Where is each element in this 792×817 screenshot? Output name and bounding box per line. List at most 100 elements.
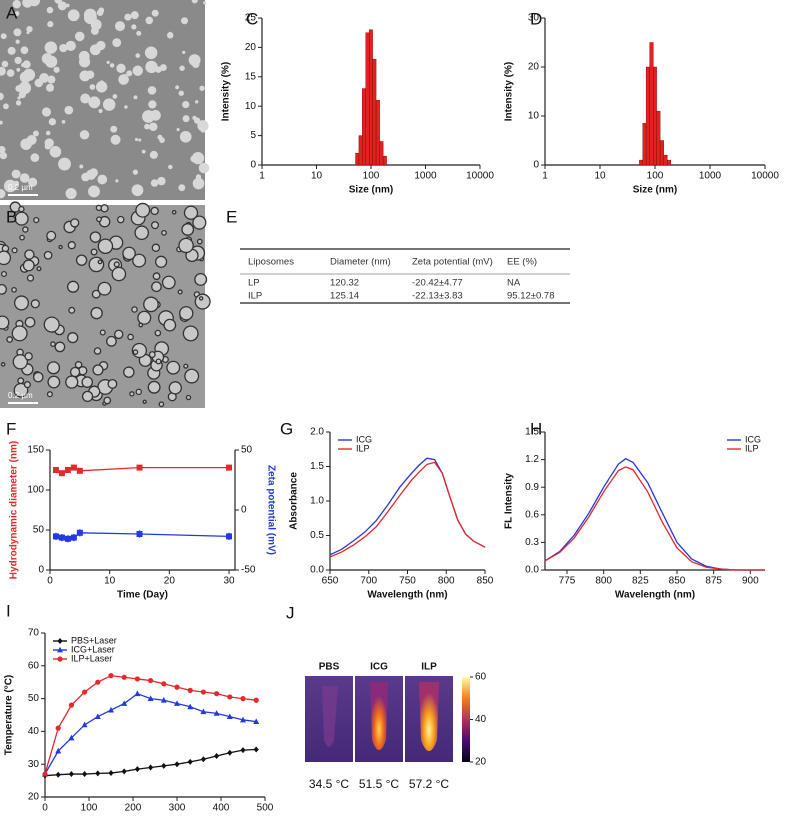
y-tick-label: 0.3 (525, 537, 539, 548)
particle (68, 306, 76, 314)
particle (22, 226, 29, 233)
marker (200, 708, 207, 715)
particle (54, 0, 62, 4)
marker (58, 470, 65, 477)
particle (90, 306, 103, 320)
particle (30, 153, 40, 162)
x-tick-label: 20 (164, 576, 176, 587)
table-header: Zeta potential (mV) (412, 257, 493, 268)
marker (148, 764, 154, 771)
bar (358, 135, 363, 166)
particle (142, 399, 147, 404)
legend-label: ICG+Laser (71, 644, 115, 654)
y-tick-label: 20 (245, 42, 257, 53)
y2-axis-label: Zeta potential (mV) (265, 465, 276, 555)
series-line (44, 692, 257, 775)
particle (159, 64, 167, 71)
particle (192, 215, 207, 230)
y-tick-label: 100 (27, 485, 44, 496)
y2-tick-label: 50 (241, 445, 253, 456)
particle (151, 9, 159, 17)
x-tick-label: 1 (542, 171, 548, 182)
particle (149, 150, 158, 159)
y-tick-label: 0.5 (310, 530, 324, 541)
marker (76, 529, 83, 536)
particle (124, 13, 132, 21)
tem-images (0, 0, 211, 408)
marker (94, 713, 101, 720)
x-tick-label: 400 (213, 803, 230, 812)
particle (148, 122, 158, 132)
bar (649, 42, 654, 166)
scale-label: 0.2 µm (8, 183, 33, 192)
y-tick-label: 1.2 (525, 454, 539, 465)
particle (194, 293, 211, 310)
particle (88, 185, 100, 198)
particle (19, 234, 25, 241)
particle (182, 50, 186, 54)
y-tick-label: 30 (528, 13, 540, 24)
scale-label: 0.2 µm (8, 391, 33, 400)
panel-letter: H (530, 419, 542, 438)
x-tick-label: 850 (669, 576, 686, 587)
series-line (329, 461, 486, 558)
marker (227, 749, 233, 756)
particle (24, 352, 33, 361)
particle (196, 238, 203, 245)
marker (200, 756, 206, 763)
x-tick-label: 750 (399, 576, 416, 587)
particle (0, 283, 7, 295)
x-tick-label: 0 (42, 803, 48, 812)
particle (13, 180, 20, 187)
panel-letter: C (246, 9, 258, 28)
y-tick-label: 5 (250, 130, 256, 141)
particle (44, 138, 54, 148)
x-axis-label: Time (Day) (117, 590, 168, 601)
particle (18, 91, 26, 99)
particle (45, 130, 51, 136)
particle (124, 105, 128, 109)
marker (174, 684, 180, 690)
particle (17, 96, 21, 100)
particle (16, 67, 21, 72)
marker (108, 673, 114, 679)
particle (81, 376, 94, 388)
particle (6, 336, 14, 343)
particle (184, 368, 200, 384)
particle (151, 281, 162, 293)
particle (148, 100, 157, 109)
panel-letter: G (280, 419, 293, 438)
particle (39, 72, 50, 83)
particle (32, 130, 39, 137)
particle (112, 38, 122, 48)
particle (3, 179, 17, 193)
marker (82, 689, 88, 695)
thermal-temperature: 51.5 °C (359, 777, 399, 791)
particle (197, 120, 209, 132)
particle (13, 295, 30, 311)
particle (54, 341, 66, 353)
particle (97, 281, 112, 296)
particle (11, 247, 18, 254)
marker (136, 531, 143, 537)
particle (200, 128, 206, 133)
particle (126, 70, 133, 77)
particle (191, 0, 198, 4)
x-tick-label: 800 (438, 576, 455, 587)
particle (22, 60, 31, 69)
bar (362, 88, 366, 166)
particle (152, 272, 161, 281)
particle (195, 174, 202, 180)
particle (110, 125, 118, 133)
particle (138, 138, 142, 142)
marker (253, 746, 259, 753)
particle (6, 69, 15, 77)
particle (98, 108, 103, 114)
particle (130, 11, 139, 20)
y-tick-label: 60 (28, 660, 40, 671)
legend-marker (57, 638, 63, 644)
marker (174, 761, 180, 768)
particle (154, 255, 168, 268)
particle (0, 315, 10, 330)
particle (11, 169, 21, 179)
